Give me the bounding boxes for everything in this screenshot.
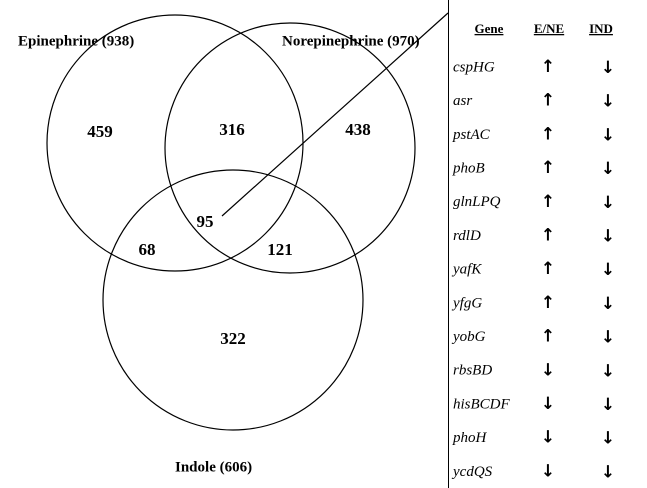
callout-line xyxy=(221,12,449,217)
set-label: Norepinephrine (970) xyxy=(282,33,420,49)
ind-arrow: ↓ xyxy=(601,159,615,179)
region-count: 68 xyxy=(139,240,156,259)
ene-arrow: ↑ xyxy=(541,57,555,77)
ene-arrow: ↓ xyxy=(541,428,555,448)
gene-name: yobG xyxy=(451,329,486,345)
gene-name: ycdQS xyxy=(451,464,493,480)
gene-name: asr xyxy=(453,93,472,109)
ene-arrow: ↑ xyxy=(541,124,555,144)
ind-arrow: ↓ xyxy=(601,429,615,449)
circle-norepinephrine xyxy=(164,22,416,274)
circle-epinephrine xyxy=(46,14,304,272)
region-count: 322 xyxy=(220,329,246,348)
region-count: 438 xyxy=(345,120,371,139)
ene-arrow: ↓ xyxy=(541,394,555,414)
ene-arrow: ↑ xyxy=(541,192,555,212)
region-count: 95 xyxy=(197,212,214,231)
region-count: 459 xyxy=(87,122,113,141)
circle-indole xyxy=(102,169,364,431)
ene-arrow: ↑ xyxy=(541,327,555,347)
set-label: Epinephrine (938) xyxy=(18,33,134,49)
ene-arrow: ↑ xyxy=(541,293,555,313)
region-count: 316 xyxy=(219,120,245,139)
ind-arrow: ↓ xyxy=(601,92,615,112)
gene-name: rdlD xyxy=(453,228,481,244)
gene-name: glnLPQ xyxy=(453,194,501,210)
gene-name: yfgG xyxy=(451,295,482,311)
ind-arrow: ↓ xyxy=(601,58,615,78)
ene-arrow: ↑ xyxy=(541,259,555,279)
ind-arrow: ↓ xyxy=(601,260,615,280)
region-count: 121 xyxy=(267,240,293,259)
ene-arrow: ↓ xyxy=(541,360,555,380)
gene-name: hisBCDF xyxy=(453,396,511,412)
ind-arrow: ↓ xyxy=(601,462,615,482)
set-label: Indole (606) xyxy=(175,459,252,475)
ind-arrow: ↓ xyxy=(601,361,615,381)
gene-name: phoB xyxy=(452,161,485,177)
gene-name: yafK xyxy=(451,262,482,278)
ind-arrow: ↓ xyxy=(601,395,615,415)
table-header: E/NE xyxy=(534,21,564,36)
ene-arrow: ↑ xyxy=(541,91,555,111)
ind-arrow: ↓ xyxy=(601,125,615,145)
gene-name: pstAC xyxy=(452,127,491,143)
table-header: IND xyxy=(589,21,613,36)
ene-arrow: ↑ xyxy=(541,158,555,178)
ind-arrow: ↓ xyxy=(601,328,615,348)
ene-arrow: ↑ xyxy=(541,226,555,246)
ind-arrow: ↓ xyxy=(601,193,615,213)
ene-arrow: ↓ xyxy=(541,461,555,481)
ind-arrow: ↓ xyxy=(601,227,615,247)
table-header: Gene xyxy=(475,21,504,36)
gene-name: phoH xyxy=(452,430,488,446)
ind-arrow: ↓ xyxy=(601,294,615,314)
table-box xyxy=(448,0,449,488)
gene-name: cspHG xyxy=(453,59,495,75)
gene-name: rbsBD xyxy=(453,363,492,379)
